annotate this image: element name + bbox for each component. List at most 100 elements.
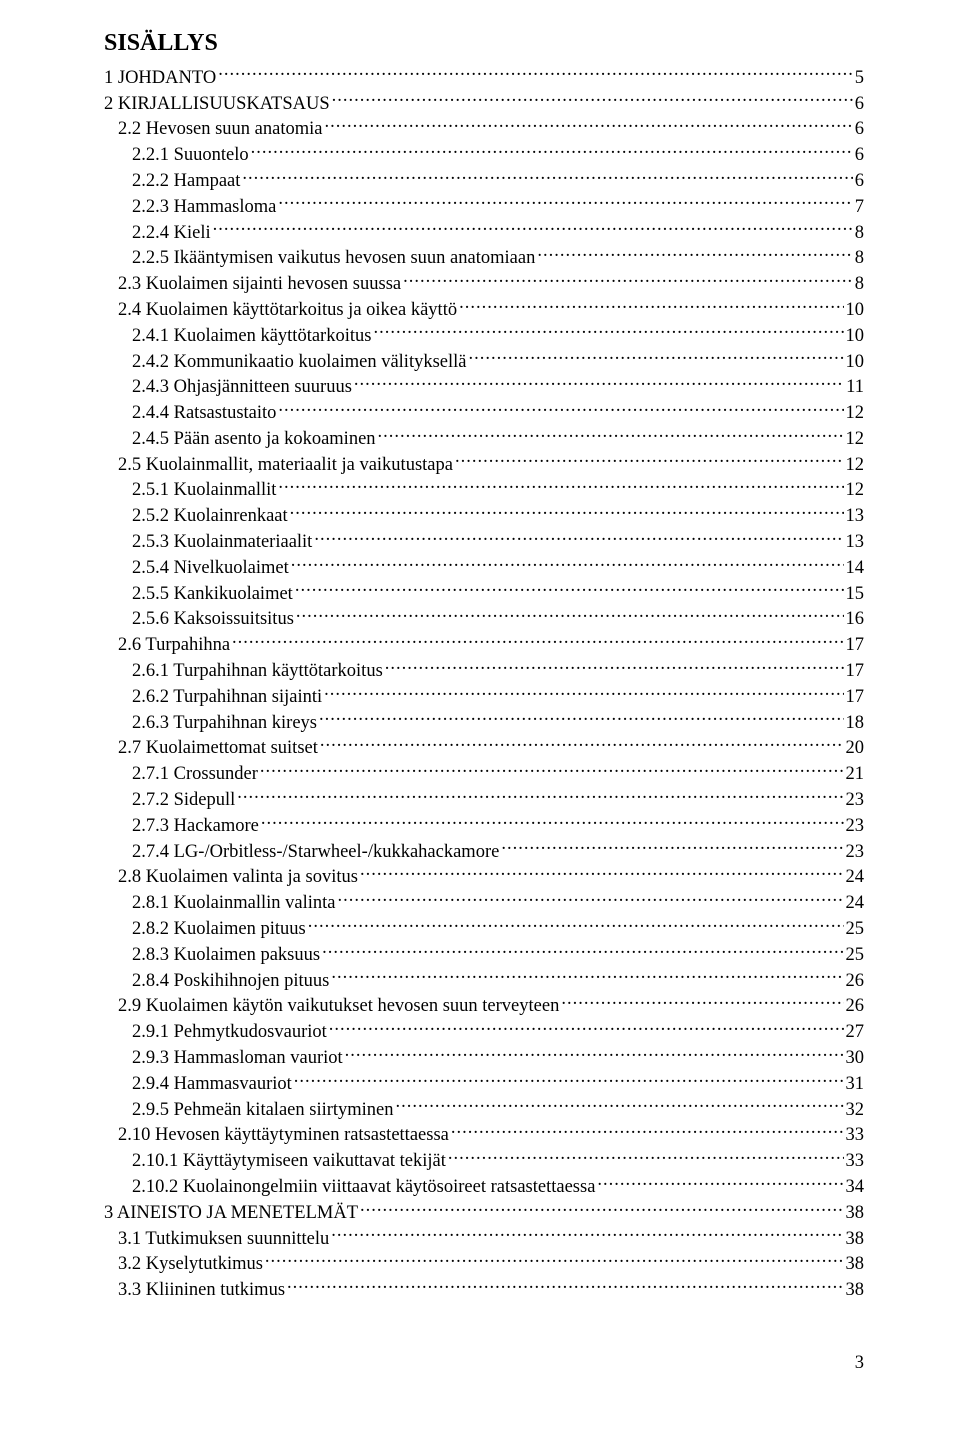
- toc-entry-label: 2.2.4 Kieli: [132, 222, 211, 245]
- toc-entry: 2.7.1 Crossunder21: [104, 761, 864, 787]
- toc-entry-label: 2.4.1 Kuolaimen käyttötarkoitus: [132, 325, 371, 348]
- toc-entry-page: 17: [846, 660, 865, 683]
- toc-entry-label: 2.8.3 Kuolaimen paksuus: [132, 944, 320, 967]
- toc-leader-dots: [218, 64, 853, 83]
- toc-entry-label: 3.2 Kyselytutkimus: [118, 1253, 263, 1276]
- toc-entry-page: 38: [846, 1253, 865, 1276]
- toc-entry: 2.6.1 Turpahihnan käyttötarkoitus 17: [104, 658, 864, 684]
- toc-entry-label: 2.7.3 Hackamore: [132, 815, 259, 838]
- toc-entry-label: 2.5.1 Kuolainmallit: [132, 479, 276, 502]
- toc-entry-page: 23: [846, 789, 865, 812]
- toc-entry-page: 16: [846, 608, 865, 631]
- toc-leader-dots: [325, 116, 853, 135]
- toc-entry-page: 26: [846, 970, 865, 993]
- toc-entry-page: 10: [846, 351, 865, 374]
- toc-entry-page: 30: [846, 1047, 865, 1070]
- toc-entry: 2.8.4 Poskihihnojen pituus26: [104, 967, 864, 993]
- toc-entry: 2.9.4 Hammasvauriot31: [104, 1070, 864, 1096]
- toc-entry-label: 2.3 Kuolaimen sijainti hevosen suussa: [118, 273, 401, 296]
- toc-entry: 2.7.2 Sidepull23: [104, 787, 864, 813]
- toc-leader-dots: [561, 993, 843, 1012]
- toc-entry-page: 33: [846, 1150, 865, 1173]
- toc-leader-dots: [329, 1019, 844, 1038]
- toc-leader-dots: [320, 735, 844, 754]
- toc-leader-dots: [291, 554, 844, 573]
- toc-entry-label: 2.10.1 Käyttäytymiseen vaikuttavat tekij…: [132, 1150, 446, 1173]
- toc-entry: 2.9.3 Hammasloman vauriot 30: [104, 1045, 864, 1071]
- toc-entry: 2.6 Turpahihna17: [104, 632, 864, 658]
- toc-entry-label: 2.7.4 LG-/Orbitless-/Starwheel-/kukkahac…: [132, 841, 499, 864]
- toc-entry-label: 2 KIRJALLISUUSKATSAUS: [104, 93, 330, 116]
- toc-leader-dots: [337, 890, 843, 909]
- toc-leader-dots: [232, 632, 843, 651]
- toc-leader-dots: [597, 1174, 843, 1193]
- toc-leader-dots: [287, 1277, 843, 1296]
- toc-entry: 2.4.5 Pään asento ja kokoaminen12: [104, 425, 864, 451]
- toc-entry-page: 11: [846, 376, 864, 399]
- toc-entry-page: 6: [855, 93, 864, 116]
- toc-entry-label: 1 JOHDANTO: [104, 67, 216, 90]
- toc-entry: 2.10.1 Käyttäytymiseen vaikuttavat tekij…: [104, 1148, 864, 1174]
- toc-entry-label: 2.6.3 Turpahihnan kireys: [132, 712, 317, 735]
- toc-leader-dots: [331, 967, 843, 986]
- toc-leader-dots: [251, 142, 853, 161]
- toc-leader-dots: [294, 1070, 844, 1089]
- toc-entry-label: 2.2.2 Hampaat: [132, 170, 240, 193]
- toc-entry-label: 2.10.2 Kuolainongelmiin viittaavat käytö…: [132, 1176, 595, 1199]
- toc-entry-page: 5: [855, 67, 864, 90]
- toc-entry: 2.9.5 Pehmeän kitalaen siirtyminen32: [104, 1096, 864, 1122]
- toc-entry-page: 12: [846, 454, 865, 477]
- toc-entry-label: 2.8.1 Kuolainmallin valinta: [132, 892, 335, 915]
- toc-leader-dots: [265, 1251, 844, 1270]
- toc-entry-label: 2.9.1 Pehmytkudosvauriot: [132, 1021, 327, 1044]
- toc-entry: 2.8 Kuolaimen valinta ja sovitus24: [104, 864, 864, 890]
- toc-entry: 2.7.4 LG-/Orbitless-/Starwheel-/kukkahac…: [104, 838, 864, 864]
- toc-entry-label: 2.5.3 Kuolainmateriaalit: [132, 531, 312, 554]
- toc-entry-label: 2.4.4 Ratsastustaito: [132, 402, 276, 425]
- toc-leader-dots: [345, 1045, 844, 1064]
- toc-leader-dots: [455, 451, 844, 470]
- toc-entry-label: 2.4.5 Pään asento ja kokoaminen: [132, 428, 376, 451]
- toc-leader-dots: [501, 838, 843, 857]
- toc-entry-label: 2.8.2 Kuolaimen pituus: [132, 918, 306, 941]
- toc-entry: 2.10.2 Kuolainongelmiin viittaavat käytö…: [104, 1174, 864, 1200]
- toc-leader-dots: [278, 193, 852, 212]
- toc-entry-label: 2.5.5 Kankikuolaimet: [132, 583, 293, 606]
- toc-leader-dots: [468, 348, 843, 367]
- toc-entry: 2.5.2 Kuolainrenkaat13: [104, 503, 864, 529]
- toc-entry-label: 2.4 Kuolaimen käyttötarkoitus ja oikea k…: [118, 299, 457, 322]
- toc-entry-label: 2.6.1 Turpahihnan käyttötarkoitus: [132, 660, 383, 683]
- toc-entry-page: 27: [846, 1021, 865, 1044]
- toc-entry: 2.2.1 Suuontelo6: [104, 142, 864, 168]
- toc-leader-dots: [261, 812, 844, 831]
- toc-entry: 2.5.1 Kuolainmallit12: [104, 477, 864, 503]
- toc-entry: 2.8.2 Kuolaimen pituus25: [104, 916, 864, 942]
- toc-leader-dots: [373, 322, 843, 341]
- toc-entry: 3.3 Kliininen tutkimus38: [104, 1277, 864, 1303]
- toc-entry: 2.2 Hevosen suun anatomia6: [104, 116, 864, 142]
- toc-entry-label: 2.6 Turpahihna: [118, 634, 230, 657]
- page-number: 3: [104, 1352, 864, 1375]
- toc-entry-page: 23: [846, 815, 865, 838]
- toc-leader-dots: [260, 761, 844, 780]
- toc-leader-dots: [459, 296, 843, 315]
- toc-entry-page: 32: [846, 1099, 865, 1122]
- toc-entry: 2.4.4 Ratsastustaito12: [104, 400, 864, 426]
- toc-entry: 2.8.1 Kuolainmallin valinta24: [104, 890, 864, 916]
- toc-entry-label: 2.9.3 Hammasloman vauriot: [132, 1047, 343, 1070]
- toc-entry: 2.2.3 Hammasloma7: [104, 193, 864, 219]
- toc-entry-page: 8: [855, 222, 864, 245]
- toc-entry: 2 KIRJALLISUUSKATSAUS 6: [104, 90, 864, 116]
- toc-entry-label: 2.9 Kuolaimen käytön vaikutukset hevosen…: [118, 995, 559, 1018]
- toc-entry-page: 25: [846, 944, 865, 967]
- toc-entry: 1 JOHDANTO 5: [104, 64, 864, 90]
- toc-entry: 2.4.3 Ohjasjännitteen suuruus11: [104, 374, 864, 400]
- toc-leader-dots: [319, 709, 844, 728]
- toc-entry: 2.6.2 Turpahihnan sijainti17: [104, 683, 864, 709]
- toc-entry-page: 21: [846, 763, 865, 786]
- toc-leader-dots: [278, 477, 843, 496]
- toc-entry-page: 14: [846, 557, 865, 580]
- toc-leader-dots: [290, 503, 844, 522]
- toc-entry-label: 2.5.2 Kuolainrenkaat: [132, 505, 288, 528]
- toc-leader-dots: [354, 374, 844, 393]
